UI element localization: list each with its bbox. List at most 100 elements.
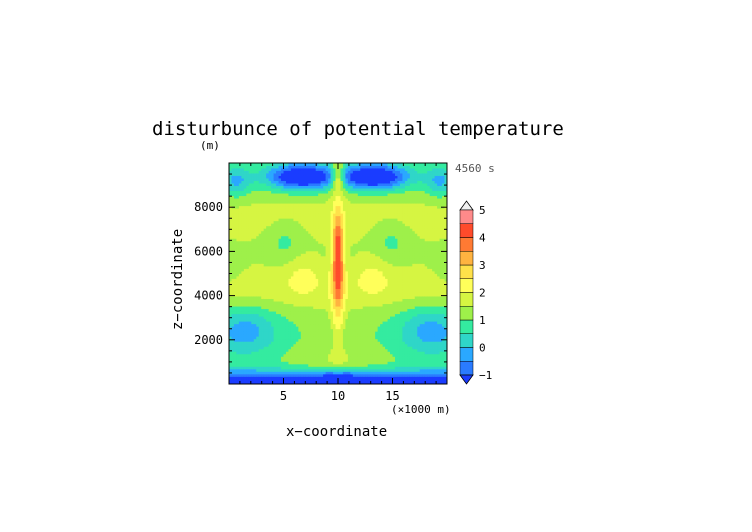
heatmap-cell bbox=[305, 190, 309, 194]
heatmap-cell bbox=[251, 273, 255, 277]
heatmap-cell bbox=[285, 185, 289, 189]
heatmap-cell bbox=[293, 228, 297, 232]
heatmap-cell bbox=[330, 363, 334, 367]
heatmap-cell bbox=[276, 225, 279, 229]
heatmap-cell bbox=[251, 250, 255, 254]
heatmap-cell bbox=[367, 255, 371, 259]
heatmap-cell bbox=[350, 203, 354, 207]
heatmap-cell bbox=[340, 293, 344, 297]
heatmap-cell bbox=[352, 343, 356, 347]
heatmap-cell bbox=[338, 281, 341, 284]
heatmap-cell bbox=[288, 233, 292, 237]
heatmap-cell bbox=[367, 308, 371, 312]
heatmap-cell bbox=[283, 346, 287, 350]
heatmap-cell bbox=[285, 258, 289, 262]
heatmap-cell bbox=[266, 358, 270, 362]
heatmap-cell bbox=[352, 286, 356, 289]
heatmap-cell bbox=[248, 173, 252, 176]
heatmap-cell bbox=[233, 336, 237, 340]
heatmap-cell bbox=[231, 348, 235, 352]
heatmap-cell bbox=[350, 253, 354, 257]
heatmap-cell bbox=[360, 223, 364, 227]
heatmap-cell bbox=[318, 185, 322, 189]
heatmap-cell bbox=[256, 316, 260, 320]
heatmap-cell bbox=[285, 208, 289, 212]
heatmap-cell bbox=[335, 220, 339, 224]
heatmap-cell bbox=[236, 218, 240, 222]
heatmap-cell bbox=[320, 346, 324, 350]
heatmap-cell bbox=[325, 248, 329, 252]
heatmap-cell bbox=[367, 248, 371, 252]
heatmap-cell bbox=[365, 331, 369, 335]
heatmap-cell bbox=[310, 173, 314, 176]
heatmap-cell bbox=[271, 168, 274, 171]
heatmap-cell bbox=[333, 381, 336, 385]
heatmap-cell bbox=[355, 258, 359, 262]
heatmap-cell bbox=[290, 326, 294, 330]
heatmap-cell bbox=[293, 311, 297, 315]
heatmap-cell bbox=[241, 248, 245, 252]
heatmap-cell bbox=[335, 218, 339, 222]
heatmap-cell bbox=[305, 278, 309, 282]
heatmap-cell bbox=[345, 165, 349, 169]
heatmap-cell bbox=[268, 253, 272, 257]
heatmap-cell bbox=[295, 255, 299, 259]
heatmap-cell bbox=[248, 346, 252, 350]
heatmap-cell bbox=[340, 205, 344, 209]
heatmap-cell bbox=[248, 240, 252, 244]
heatmap-cell bbox=[290, 230, 294, 234]
heatmap-cell bbox=[293, 268, 297, 272]
heatmap-cell bbox=[323, 190, 327, 194]
heatmap-cell bbox=[251, 230, 255, 234]
heatmap-cell bbox=[323, 366, 327, 370]
heatmap-cell bbox=[238, 213, 242, 217]
heatmap-cell bbox=[236, 210, 240, 214]
heatmap-cell bbox=[243, 276, 247, 279]
heatmap-cell bbox=[315, 338, 319, 342]
heatmap-cell bbox=[248, 265, 252, 269]
heatmap-cell bbox=[246, 188, 250, 192]
heatmap-cell bbox=[333, 178, 336, 181]
heatmap-cell bbox=[278, 343, 282, 347]
heatmap-cell bbox=[273, 368, 277, 372]
heatmap-cell bbox=[342, 356, 346, 360]
heatmap-cell bbox=[310, 371, 314, 375]
heatmap-cell bbox=[276, 308, 279, 312]
heatmap-cell bbox=[320, 240, 324, 244]
heatmap-cell bbox=[236, 358, 240, 362]
heatmap-cell bbox=[315, 276, 319, 279]
heatmap-cell bbox=[357, 178, 361, 181]
heatmap-cell bbox=[231, 168, 235, 171]
heatmap-cell bbox=[360, 265, 364, 269]
heatmap-cell bbox=[266, 366, 270, 370]
heatmap-cell bbox=[323, 205, 327, 209]
heatmap-cell bbox=[352, 240, 356, 244]
heatmap-cell bbox=[315, 326, 319, 330]
heatmap-cell bbox=[231, 303, 235, 307]
heatmap-cell bbox=[236, 233, 240, 237]
heatmap-cell bbox=[283, 358, 287, 362]
heatmap-cell bbox=[285, 363, 289, 367]
heatmap-cell bbox=[328, 316, 331, 320]
heatmap-cell bbox=[320, 260, 324, 264]
heatmap-cell bbox=[352, 291, 356, 294]
heatmap-cell bbox=[340, 316, 344, 320]
heatmap-cell bbox=[338, 278, 341, 282]
heatmap-cell bbox=[330, 248, 334, 252]
heatmap-cell bbox=[367, 286, 371, 289]
heatmap-cell bbox=[318, 183, 322, 186]
heatmap-cell bbox=[283, 165, 287, 169]
heatmap-cell bbox=[281, 190, 284, 194]
heatmap-cell bbox=[330, 195, 334, 199]
heatmap-cell bbox=[271, 185, 274, 189]
heatmap-cell bbox=[338, 343, 341, 347]
heatmap-cell bbox=[246, 293, 250, 297]
heatmap-cell bbox=[325, 283, 329, 287]
heatmap-cell bbox=[276, 363, 279, 367]
heatmap-cell bbox=[248, 293, 252, 297]
heatmap-cell bbox=[335, 318, 339, 322]
heatmap-cell bbox=[285, 373, 289, 377]
heatmap-cell bbox=[338, 203, 341, 207]
heatmap-cell bbox=[365, 185, 369, 189]
heatmap-cell bbox=[281, 223, 284, 227]
